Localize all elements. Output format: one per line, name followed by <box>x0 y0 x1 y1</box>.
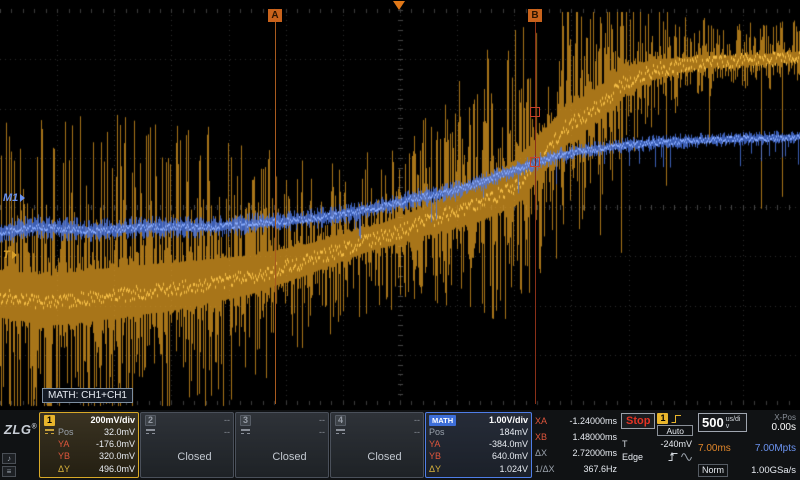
channel4-panel[interactable]: 4 -- -- Closed <box>330 412 424 478</box>
trigger-level-marker[interactable]: T <box>3 249 17 261</box>
edge-slope-icon <box>668 452 678 461</box>
cursor-dx-value: 2.72000ms <box>572 448 617 458</box>
math-marker[interactable]: M1 <box>3 192 26 204</box>
math-dy-value: 1.024V <box>499 463 528 474</box>
speaker-icon[interactable]: ♪ <box>2 453 16 464</box>
cursor-b-handle[interactable] <box>530 157 540 167</box>
brand-logo-text: ZLG <box>4 422 32 437</box>
record-points: 7.00Mpts <box>754 443 796 454</box>
channel4-scale: -- <box>414 415 420 425</box>
channel1-scale: 200mV/div <box>90 415 135 425</box>
cursor-xa-value: -1.24000ms <box>569 416 617 426</box>
system-icons: ♪ ≡ <box>2 453 16 477</box>
channel4-badge: 4 <box>335 415 346 426</box>
status-bar: ZLG® ♪ ≡ 1 200mV/div Pos 32.0mV YA -176.0m… <box>0 410 800 480</box>
math-yb-label: YB <box>429 451 442 462</box>
run-state-label: Stop <box>626 415 651 427</box>
xpos-value: 0.00s <box>771 422 796 433</box>
trigger-level-marker-label: T <box>3 249 10 261</box>
trigger-panel: Stop 1 Auto T -240mV Edge <box>620 412 694 478</box>
channel1-coupling-icon <box>45 429 54 434</box>
ch1-yb-value: 320.0mV <box>98 451 135 462</box>
cursor-b-line[interactable] <box>535 10 536 404</box>
channel3-pos: -- <box>319 426 325 437</box>
channel2-panel[interactable]: 2 -- -- Closed <box>140 412 234 478</box>
math-yb-value: 640.0mV <box>491 451 528 462</box>
trigger-level-readout-label: T <box>622 439 628 449</box>
channel2-coupling-icon <box>146 429 155 434</box>
math-pos-value: 184mV <box>499 427 528 438</box>
brand-area: ZLG® ♪ ≡ <box>1 412 38 478</box>
cursor-dx-label: ΔX <box>535 448 548 458</box>
acquisition-mode[interactable]: Norm <box>698 464 728 477</box>
record-time: 7.00ms <box>698 443 731 454</box>
trigger-edge-icon <box>671 414 682 423</box>
channel3-state: Closed <box>272 450 307 463</box>
channel4-pos: -- <box>414 426 420 437</box>
math-ya-value: -384.0mV <box>488 439 528 450</box>
channel3-panel[interactable]: 3 -- -- Closed <box>235 412 329 478</box>
run-state-button[interactable]: Stop <box>621 413 656 429</box>
math-marker-arrow-icon <box>20 194 26 202</box>
math-expression-label: MATH: CH1+CH1 <box>42 388 133 403</box>
math-pos-label: Pos <box>429 427 445 438</box>
ch1-ya-label: YA <box>58 439 70 450</box>
cursor-freq-value: 367.6Hz <box>583 464 617 474</box>
trigger-position-marker[interactable] <box>393 1 405 10</box>
channel4-coupling-icon <box>336 429 345 434</box>
ch1-pos-value: 32.0mV <box>103 427 135 438</box>
ch1-yb-label: YB <box>58 451 71 462</box>
registered-mark: ® <box>31 423 38 431</box>
timebase-panel: 500 us/div X-Pos 0.00s 7.00ms 7.00Mpts N… <box>695 412 799 478</box>
ch1-ya-value: -176.0mV <box>95 439 135 450</box>
channel4-state: Closed <box>367 450 402 463</box>
cursor-a-label[interactable]: A <box>268 9 282 22</box>
trigger-level-value: -240mV <box>660 439 692 449</box>
cursor-xb-label: XB <box>535 432 548 442</box>
ch1-dy-label: ΔY <box>58 463 71 474</box>
waveform-display[interactable]: A B M1 T MATH: CH1+CH1 <box>0 0 800 410</box>
waveform-canvas <box>0 0 800 410</box>
cursor-a-line[interactable] <box>275 10 276 404</box>
trigger-mode-button[interactable]: Auto <box>657 425 693 436</box>
ch1-dy-value: 496.0mV <box>98 463 135 474</box>
cursor-b-label[interactable]: B <box>528 9 542 22</box>
trigger-level-arrow-icon <box>11 251 17 259</box>
cursor-xa-label: XA <box>535 416 548 426</box>
math-dy-label: ΔY <box>429 463 442 474</box>
timebase-scale-value: 500 <box>702 415 724 430</box>
math-panel[interactable]: MATH 1.00V/div Pos 184mV YA -384.0mV YB 640.… <box>425 412 532 478</box>
menu-icon[interactable]: ≡ <box>2 466 16 477</box>
channel2-scale: -- <box>224 415 230 425</box>
math-badge: MATH <box>429 415 457 427</box>
cursor-freq-label: 1/ΔX <box>535 464 555 474</box>
timebase-scale-unit: us/div <box>725 415 741 430</box>
channel2-pos: -- <box>224 426 230 437</box>
channel3-badge: 3 <box>240 415 251 426</box>
trigger-source-badge: 1 <box>657 413 669 424</box>
trigger-type-label[interactable]: Edge <box>622 452 644 462</box>
sample-rate: 1.00GSa/s <box>751 465 796 476</box>
trigger-coupling-icon <box>681 453 692 461</box>
cursor-b-handle[interactable] <box>530 107 540 117</box>
channel3-scale: -- <box>319 415 325 425</box>
channel1-badge: 1 <box>44 415 55 426</box>
timebase-scale-button[interactable]: 500 us/div <box>698 413 747 432</box>
cursor-readout-panel: XA -1.24000ms XB 1.48000ms ΔX 2.72000ms 1/Δ… <box>533 412 619 478</box>
math-marker-label: M1 <box>3 192 19 204</box>
brand-logo: ZLG® <box>4 422 38 437</box>
channel2-badge: 2 <box>145 415 156 426</box>
cursor-xb-value: 1.48000ms <box>572 432 617 442</box>
channel2-state: Closed <box>177 450 212 463</box>
math-scale: 1.00V/div <box>488 415 528 425</box>
math-ya-label: YA <box>429 439 441 450</box>
channel3-coupling-icon <box>241 429 250 434</box>
channel1-panel[interactable]: 1 200mV/div Pos 32.0mV YA -176.0mV YB 320.0… <box>39 412 139 478</box>
xpos-label: X-Pos <box>774 413 796 422</box>
ch1-pos-label: Pos <box>58 427 74 438</box>
